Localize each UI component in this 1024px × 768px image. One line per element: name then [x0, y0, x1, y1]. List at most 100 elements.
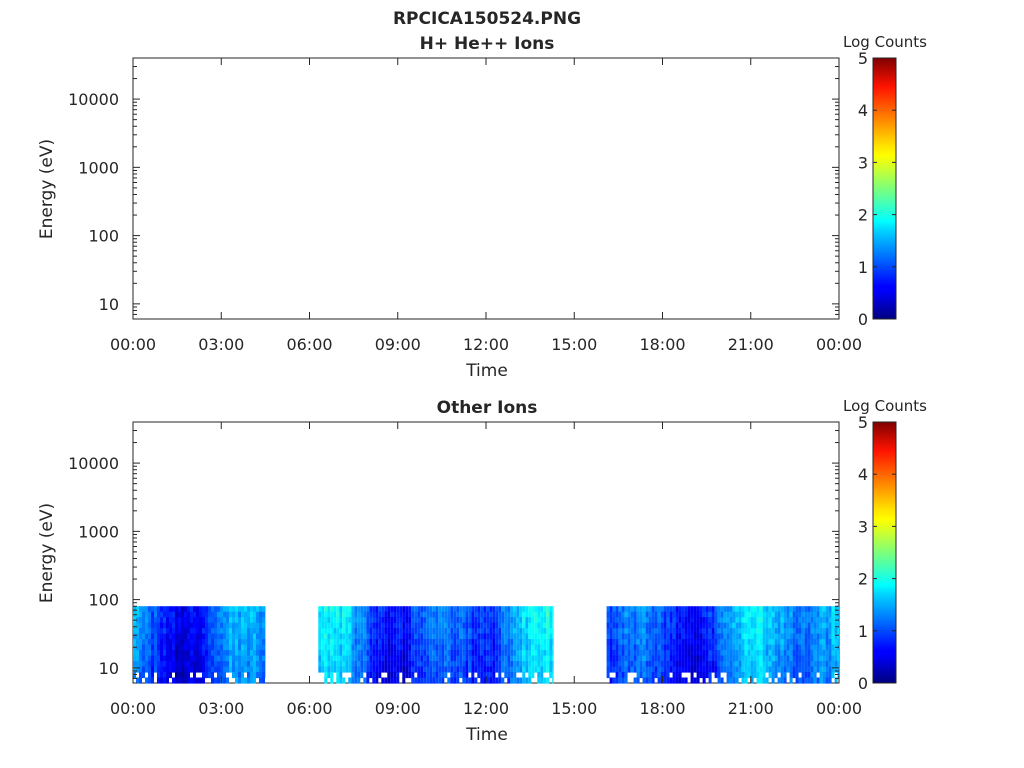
spectrogram-cell [199, 650, 202, 657]
spectrogram-cell [501, 628, 505, 635]
spectrogram-cell [729, 628, 733, 635]
spectrogram-cell [813, 606, 817, 613]
spectrogram-cell [798, 661, 802, 668]
spectrogram-cell [486, 644, 490, 651]
spectrogram-cell [205, 639, 208, 646]
spectrogram-cell [429, 622, 433, 629]
spectrogram-cell [618, 622, 622, 629]
spectrogram-cell [214, 655, 217, 662]
spectrogram-cell [157, 628, 160, 635]
spectrogram-cell [516, 622, 520, 629]
spectrogram-cell [244, 628, 247, 635]
spectrogram-cell [654, 606, 658, 613]
spectrogram-cell [384, 622, 388, 629]
spectrogram-cell [429, 655, 433, 662]
spectrogram-cell [777, 677, 781, 684]
spectrogram-cell [735, 611, 739, 618]
spectrogram-cell [172, 677, 175, 684]
spectrogram-cell [708, 644, 712, 651]
spectrogram-cell [450, 633, 454, 640]
spectrogram-cell [639, 672, 643, 679]
spectrogram-cell [193, 633, 196, 640]
spectrogram-cell [750, 633, 754, 640]
spectrogram-cell [612, 677, 616, 684]
spectrogram-cell [145, 655, 148, 662]
spectrogram-cell [735, 672, 739, 679]
spectrogram-cell [522, 617, 526, 624]
spectrogram-cell [798, 650, 802, 657]
spectrogram-cell [229, 644, 232, 651]
spectrogram-cell [636, 628, 640, 635]
spectrogram-cell [235, 639, 238, 646]
spectrogram-cell [774, 666, 778, 673]
spectrogram-cell [756, 606, 760, 613]
spectrogram-cell [345, 633, 349, 640]
spectrogram-cell [684, 622, 688, 629]
spectrogram-cell [438, 661, 442, 668]
spectrogram-cell [792, 672, 796, 679]
spectrogram-cell [801, 606, 805, 613]
spectrogram-cell [432, 611, 436, 618]
spectrogram-cell [522, 606, 526, 613]
spectrogram-cell [693, 655, 697, 662]
spectrogram-cell [660, 606, 664, 613]
spectrogram-cell [157, 644, 160, 651]
spectrogram-cell [244, 606, 247, 613]
spectrogram-cell [375, 617, 379, 624]
spectrogram-cell [387, 644, 391, 651]
spectrogram-cell [744, 622, 748, 629]
spectrogram-cell [609, 606, 613, 613]
spectrogram-cell [244, 644, 247, 651]
spectrogram-cell [525, 611, 529, 618]
spectrogram-cell [468, 644, 472, 651]
spectrogram-cell [342, 617, 346, 624]
spectrogram-cell [441, 650, 445, 657]
spectrogram-cell [330, 677, 334, 684]
spectrogram-cell [318, 617, 322, 624]
spectrogram-cell [624, 655, 628, 662]
spectrogram-cell [339, 666, 343, 673]
spectrogram-cell [202, 672, 205, 679]
spectrogram-cell [259, 650, 262, 657]
spectrogram-cell [741, 655, 745, 662]
x-tick-label: 09:00 [375, 699, 421, 718]
spectrogram-cell [528, 650, 532, 657]
spectrogram-cell [348, 666, 352, 673]
spectrogram-cell [750, 655, 754, 662]
spectrogram-cell [396, 633, 400, 640]
spectrogram-cell [190, 650, 193, 657]
spectrogram-cell [465, 628, 469, 635]
spectrogram-cell [774, 606, 778, 613]
spectrogram-cell [825, 622, 829, 629]
spectrogram-cell [717, 633, 721, 640]
spectrogram-cell [229, 650, 232, 657]
spectrogram-cell [136, 611, 139, 618]
spectrogram-cell [163, 622, 166, 629]
spectrogram-cell [190, 666, 193, 673]
spectrogram-cell [238, 617, 241, 624]
spectrogram-cell [792, 611, 796, 618]
spectrogram-cell [447, 622, 451, 629]
spectrogram-cell [148, 672, 151, 679]
spectrogram-cell [678, 639, 682, 646]
spectrogram-cell [366, 617, 370, 624]
spectrogram-cell [519, 666, 523, 673]
spectrogram-cell [339, 644, 343, 651]
spectrogram-cell [420, 628, 424, 635]
spectrogram-cell [657, 666, 661, 673]
spectrogram-cell [759, 666, 763, 673]
spectrogram-cell [456, 639, 460, 646]
spectrogram-cell [660, 666, 664, 673]
spectrogram-cell [405, 617, 409, 624]
spectrogram-cell [321, 617, 325, 624]
spectrogram-cell [771, 672, 775, 679]
spectrogram-cell [702, 666, 706, 673]
spectrogram-cell [822, 661, 826, 668]
spectrogram-cell [366, 633, 370, 640]
spectrogram-cell [657, 617, 661, 624]
spectrogram-cell [531, 644, 535, 651]
spectrogram-cell [411, 677, 415, 684]
spectrogram-cell [477, 622, 481, 629]
spectrogram-cell [747, 655, 751, 662]
spectrogram-cell [771, 617, 775, 624]
